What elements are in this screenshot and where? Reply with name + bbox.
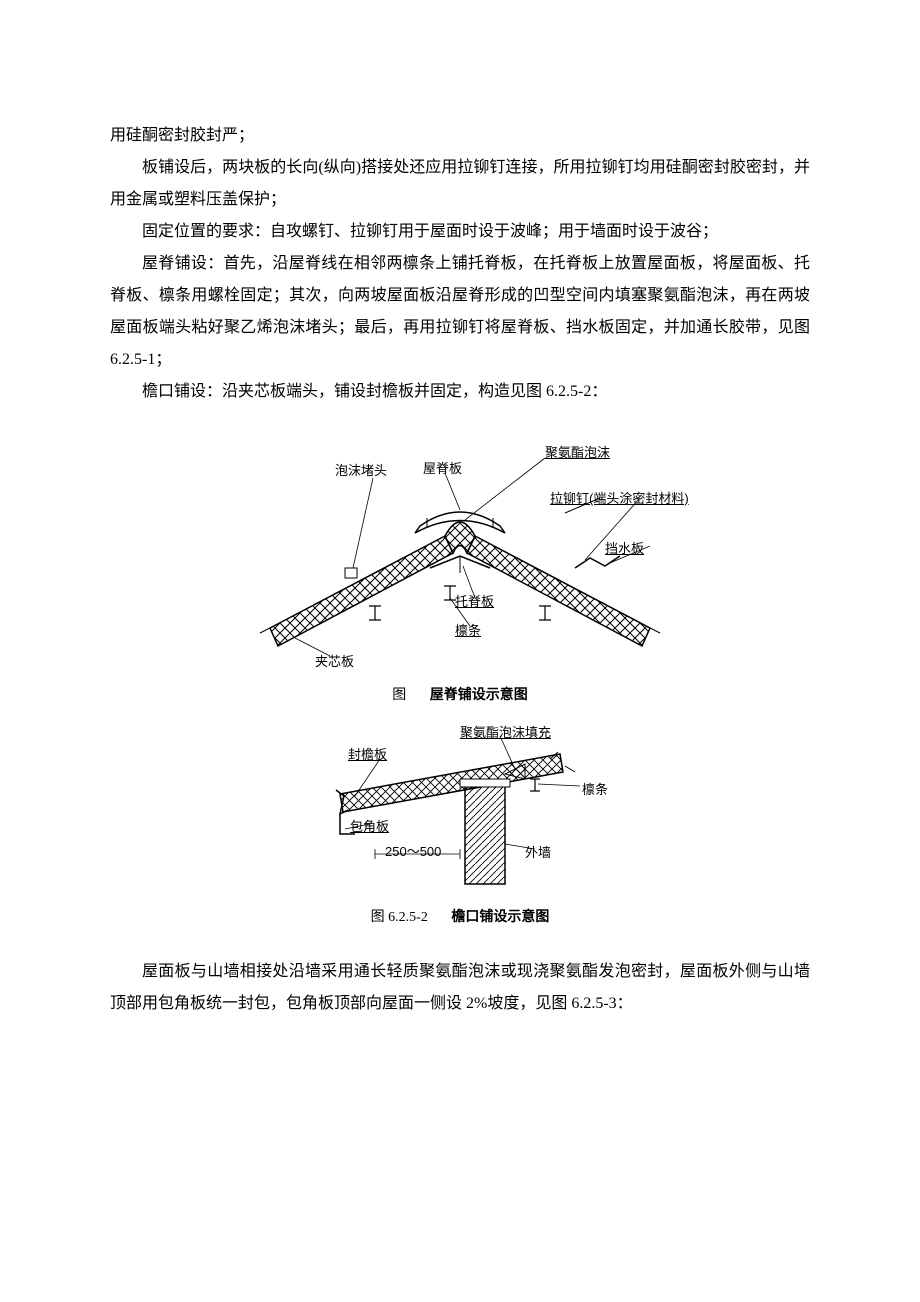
label-sandwich-panel: 夹芯板	[315, 651, 354, 670]
paragraph-2: 板铺设后，两块板的长向(纵向)搭接处还应用拉铆钉连接，所用拉铆钉均用硅酮密封胶密…	[110, 152, 810, 216]
figure-ridge-svg-wrap: 泡沫堵头 屋脊板 聚氨酯泡沫 拉铆钉(端头涂密封材料) 挡水板 托脊板 檩条 夹…	[245, 438, 675, 678]
paragraph-3: 固定位置的要求：自攻螺钉、拉铆钉用于屋面时设于波峰；用于墙面时设于波谷；	[110, 216, 810, 248]
figure-ridge: 泡沫堵头 屋脊板 聚氨酯泡沫 拉铆钉(端头涂密封材料) 挡水板 托脊板 檩条 夹…	[110, 438, 810, 926]
caption-prefix-1: 图	[392, 688, 406, 703]
label-rivet: 拉铆钉(端头涂密封材料)	[550, 488, 689, 507]
label-support-plate: 托脊板	[455, 591, 494, 610]
figure-eave-caption: 图 6.2.5-2 檐口铺设示意图	[110, 906, 810, 926]
label-purlin-2: 檩条	[582, 779, 608, 798]
label-corner-plate: 包角板	[350, 816, 389, 835]
label-pu-fill: 聚氨酯泡沫填充	[460, 722, 551, 741]
figure-ridge-caption: 图 屋脊铺设示意图	[110, 684, 810, 704]
label-purlin-1: 檩条	[455, 620, 481, 639]
caption-title-2: 檐口铺设示意图	[451, 908, 549, 924]
label-eave-plate: 封檐板	[348, 744, 387, 763]
label-foam-plug: 泡沫堵头	[335, 460, 387, 479]
paragraph-6: 屋面板与山墙相接处沿墙采用通长轻质聚氨酯泡沫或现浇聚氨酯发泡密封，屋面板外侧与山…	[110, 956, 810, 1020]
label-water-stop: 挡水板	[605, 538, 644, 557]
label-dim: 250～500	[385, 841, 441, 860]
caption-title-1: 屋脊铺设示意图	[430, 686, 528, 702]
paragraph-1: 用硅酮密封胶封严；	[110, 120, 810, 152]
paragraph-4: 屋脊铺设：首先，沿屋脊线在相邻两檩条上铺托脊板，在托脊板上放置屋面板，将屋面板、…	[110, 248, 810, 376]
figure-eave-svg-wrap: 封檐板 聚氨酯泡沫填充 檩条 包角板 外墙 250～500	[300, 724, 620, 894]
label-pu-foam: 聚氨酯泡沫	[545, 442, 610, 461]
caption-prefix-2: 图 6.2.5-2	[371, 910, 428, 925]
paragraph-5: 檐口铺设：沿夹芯板端头，铺设封檐板并固定，构造见图 6.2.5-2：	[110, 376, 810, 408]
label-ridge-plate: 屋脊板	[423, 458, 462, 477]
label-ext-wall: 外墙	[525, 842, 551, 861]
document-page: 用硅酮密封胶封严； 板铺设后，两块板的长向(纵向)搭接处还应用拉铆钉连接，所用拉…	[0, 0, 920, 1100]
